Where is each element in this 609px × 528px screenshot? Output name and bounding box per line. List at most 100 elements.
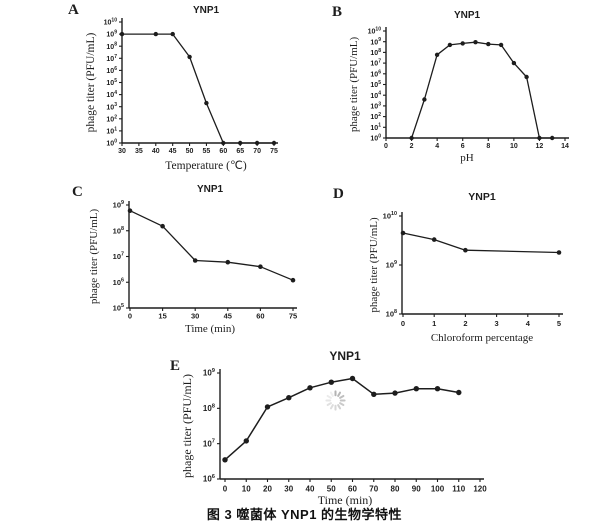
x-tick-label: 20 [263,485,272,494]
data-point [511,60,517,66]
data-point [127,208,133,213]
y-axis-label: phage titer (PFU/mL) [85,33,97,133]
x-tick-label: 75 [289,312,297,321]
x-tick-label: 60 [256,312,264,321]
x-axis-label: Time (min) [318,493,373,507]
y-axis-ticks: 106 107 108 109 [203,368,220,484]
x-tick-label: 60 [219,148,227,155]
axes [385,27,569,139]
y-tick-label: 1010 [383,211,397,220]
x-tick-label: 120 [473,485,487,494]
x-tick-label: 45 [169,148,177,155]
x-tick-label: 0 [223,485,228,494]
chart-svg-uv-stability: 105 106 107 108 109 0 15 30 45 60 75 YNP1 Time (min)… [88,184,297,335]
data-point [119,31,125,37]
chart-panel-b: B 100 101 102 103 104 105 106 107 108 109 1010 0 2 4 6… [320,0,608,180]
x-tick-label: 0 [128,312,132,321]
x-tick-label: 60 [348,485,357,494]
chart-svg-thermal-stability: 100 101 102 103 104 105 106 107 108 109 1010 30 35 40… [85,5,278,172]
y-tick-label: 108 [370,48,381,57]
x-tick-label: 2 [410,143,414,150]
chart-panel-e: E 106 107 108 109 0 10 20 30 40 50 60 70 80 90 100 110 1… [160,345,500,513]
chart-title: YNP1 [329,349,361,363]
data-point [422,97,427,102]
y-tick-label: 103 [370,101,381,110]
y-tick-label: 109 [203,368,215,378]
data-point [447,42,453,48]
x-tick-label: 50 [327,485,336,494]
x-tick-label: 4 [435,143,439,150]
x-tick-label: 4 [526,319,531,328]
y-axis-label: phage titer (PFU/mL) [180,374,194,478]
x-tick-label: 110 [452,485,465,494]
data-point [204,100,209,106]
data-point [307,385,313,391]
chart-panel-c: C 105 106 107 108 109 0 15 30 45 60 75 YNP1 Time (mi… [60,182,318,342]
y-tick-label: 107 [106,54,117,63]
x-axis-ticks: 30 35 40 45 50 55 60 65 70 75 [118,143,278,155]
y-tick-label: 105 [113,303,124,312]
axes [128,201,297,309]
y-tick-label: 109 [370,37,381,46]
data-point [271,140,277,146]
y-tick-label: 109 [386,260,397,269]
data-point [328,379,334,385]
x-tick-label: 0 [384,143,388,150]
data-point [243,438,249,444]
y-tick-label: 105 [370,80,381,89]
x-axis-label: Chloroform percentage [431,332,533,344]
x-axis-label: Temperature (℃) [165,160,247,172]
axes [121,18,278,144]
x-tick-label: 70 [369,485,378,494]
data-point [290,277,296,283]
data-point [409,135,414,141]
data-point [222,457,228,463]
y-tick-label: 100 [106,138,117,147]
x-tick-label: 70 [253,148,261,155]
y-tick-label: 108 [203,403,216,413]
data-point [463,247,468,253]
x-tick-label: 12 [536,143,544,150]
y-tick-label: 101 [106,126,117,135]
panel-label-a: A [68,2,79,18]
y-tick-label: 107 [113,252,124,261]
data-line [224,377,459,461]
data-point [221,140,226,146]
data-point [160,223,165,229]
data-point [153,31,158,37]
data-point [456,389,462,396]
x-tick-label: 40 [306,485,315,494]
data-point [170,31,175,37]
chart-svg-one-step-growth: 106 107 108 109 0 10 20 30 40 50 60 70 80 90 100 110 120… [180,349,487,507]
data-point [400,230,406,236]
y-tick-label: 107 [203,439,215,449]
y-tick-label: 108 [113,226,124,235]
chart-title: YNP1 [454,10,481,21]
data-point [498,42,504,48]
data-point [258,264,263,269]
x-tick-label: 1 [432,319,436,328]
chart-title: YNP1 [193,5,220,16]
y-tick-label: 109 [113,200,124,209]
y-tick-label: 106 [106,66,117,75]
data-point [192,258,198,263]
x-tick-label: 40 [152,148,160,155]
data-line [402,232,560,254]
y-tick-label: 107 [370,59,381,68]
y-tick-label: 102 [106,114,117,123]
y-tick-label: 1010 [368,26,382,35]
panel-label-d: D [333,186,344,202]
x-tick-label: 0 [401,319,405,328]
data-point [486,41,491,47]
y-tick-label: 103 [106,102,117,111]
x-axis-ticks: 0 10 20 30 40 50 60 70 80 90 100 110 120 [223,479,487,494]
y-tick-label: 106 [113,277,124,286]
y-tick-label: 108 [106,42,117,51]
y-tick-label: 100 [370,133,381,142]
data-point [556,250,562,255]
chart-panel-d: D 108 109 1010 0 1 2 3 4 5 YNP1 Chloroform percent… [320,182,608,344]
y-tick-label: 1010 [104,17,118,26]
